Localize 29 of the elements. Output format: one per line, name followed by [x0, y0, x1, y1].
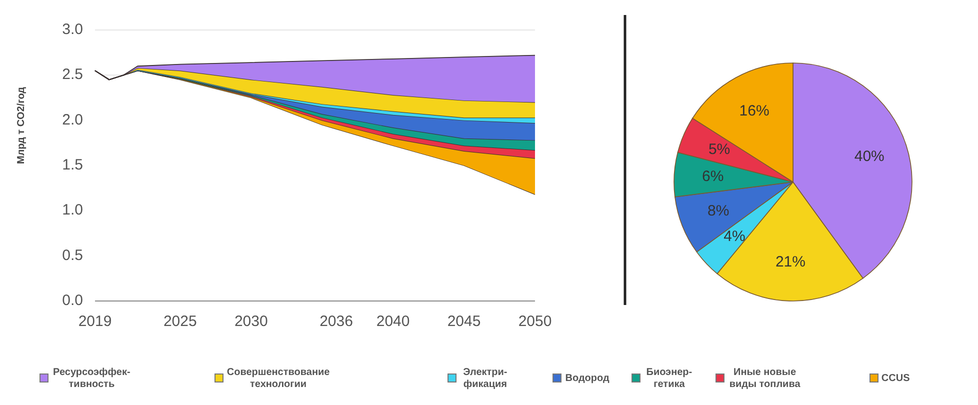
- data-label: 8%: [707, 202, 730, 220]
- x-tick-label: 2040: [376, 313, 410, 330]
- data-label: 21%: [775, 253, 806, 270]
- x-tick-label: 2050: [518, 313, 552, 330]
- legend-label: Совершенствование технологии: [226, 366, 330, 390]
- x-tick-label: 2025: [163, 313, 197, 330]
- y-tick-label: 1.5: [62, 156, 83, 174]
- x-tick-label: 2019: [78, 313, 112, 330]
- legend-label: Биоэнер- гетика: [646, 366, 692, 390]
- data-label: 16%: [739, 102, 770, 120]
- data-label: 40%: [854, 148, 884, 166]
- x-tick-label: 2045: [447, 313, 481, 330]
- legend-label: Водород: [565, 372, 610, 384]
- data-label: 6%: [702, 168, 724, 185]
- x-tick-label: 2036: [320, 313, 353, 330]
- legend-label: Электри- фикация: [463, 366, 508, 390]
- legend-label: Иные новые виды топлива: [729, 366, 801, 390]
- y-tick-label: 2.0: [62, 111, 83, 128]
- data-label: 5%: [708, 141, 730, 158]
- legend-label: CCUS: [881, 372, 910, 384]
- y-axis-title: Млрд т CO2/год: [16, 86, 27, 164]
- y-tick-label: 0.5: [62, 246, 83, 264]
- y-tick-label: 0.0: [62, 292, 83, 309]
- data-label: 4%: [724, 228, 746, 245]
- x-tick-label: 2030: [234, 313, 268, 330]
- y-tick-label: 1.0: [62, 202, 83, 219]
- y-tick-label: 2.5: [62, 66, 83, 84]
- legend-label: Ресурсоэффек- тивность: [53, 366, 130, 390]
- y-tick-label: 3.0: [62, 20, 83, 38]
